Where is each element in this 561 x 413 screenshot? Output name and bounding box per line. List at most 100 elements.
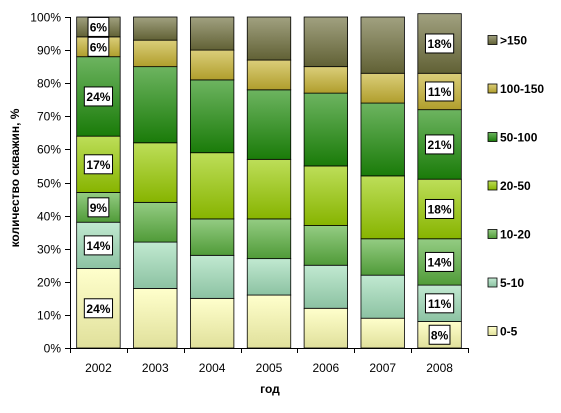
x-tick-label: 2007	[369, 361, 396, 375]
y-tick-label: 70%	[37, 110, 61, 124]
data-label: 24%	[83, 298, 114, 319]
bar-segment	[360, 16, 405, 74]
y-tick-label: 0%	[44, 342, 62, 356]
data-label-text: 11%	[428, 297, 452, 311]
x-tick-label: 2008	[426, 361, 453, 375]
bar-segment	[360, 102, 405, 177]
data-label-box	[83, 86, 114, 107]
data-label-box	[87, 36, 110, 57]
y-tick-label: 10%	[37, 309, 61, 323]
data-label: 14%	[424, 251, 455, 272]
data-label-text: 24%	[86, 90, 110, 104]
data-label-box	[424, 251, 455, 272]
data-label-text: 9%	[90, 201, 108, 215]
bar-segment	[189, 254, 235, 299]
y-axis-title: количество скважин, %	[8, 108, 22, 247]
x-tick-label: 2005	[256, 361, 283, 375]
bar-segment	[189, 49, 235, 81]
data-label: 18%	[424, 198, 455, 219]
bar-segment	[246, 218, 292, 260]
data-label-box	[87, 197, 110, 218]
data-label: 21%	[424, 134, 455, 155]
bar-segment	[246, 294, 292, 349]
data-label-text: 14%	[86, 239, 110, 253]
data-label-box	[424, 134, 455, 155]
bar-segment	[133, 39, 178, 68]
y-tick-label: 50%	[37, 177, 61, 191]
legend-swatch	[487, 326, 498, 336]
y-tick-label: 60%	[37, 143, 61, 157]
bar-segment	[303, 307, 349, 349]
legend-item: >150	[487, 34, 527, 48]
legend-item: 10-20	[487, 228, 531, 242]
bar-segment	[189, 218, 235, 256]
x-tick-label: 2003	[142, 361, 169, 375]
data-label-box	[83, 298, 114, 319]
x-axis-title: год	[260, 382, 280, 396]
data-label: 24%	[83, 86, 114, 107]
data-label-text: 11%	[428, 85, 452, 99]
data-label-text: 17%	[86, 158, 110, 172]
data-label: 11%	[424, 81, 455, 102]
bar-segment	[133, 142, 178, 203]
data-label: 6%	[87, 36, 110, 57]
bar-segment	[246, 158, 292, 220]
data-label: 11%	[424, 293, 455, 314]
y-tick-label: 30%	[37, 243, 61, 257]
data-label: 6%	[87, 16, 110, 37]
x-tick-label: 2004	[199, 361, 226, 375]
data-label: 14%	[83, 235, 114, 256]
data-label-box	[424, 198, 455, 219]
data-label-text: 21%	[428, 138, 452, 152]
legend-item: 5-10	[487, 276, 524, 290]
legend-swatch	[487, 83, 498, 94]
x-tick-label: 2002	[85, 361, 112, 375]
data-label-box	[87, 16, 110, 37]
data-label-text: 6%	[90, 40, 108, 54]
bar-segment	[303, 225, 349, 266]
bar-segment	[189, 79, 235, 154]
bar-segment	[133, 16, 178, 41]
bars	[76, 13, 462, 349]
bar-segment	[303, 264, 349, 309]
bar-segment	[133, 288, 178, 349]
y-axis: 0% 10% 20% 30% 40% 50% 60% 70% 80% 90% 100%	[30, 11, 71, 356]
legend-item: 20-50	[487, 179, 531, 193]
data-label-box	[424, 81, 455, 102]
legend-item: 50-100	[487, 131, 538, 145]
bar-segment	[189, 297, 235, 349]
data-label-box	[83, 235, 114, 256]
bar-segment	[360, 274, 405, 319]
bar-segment	[360, 317, 405, 349]
legend-swatch	[487, 277, 498, 288]
data-label-box	[83, 154, 114, 175]
data-label-box	[424, 33, 455, 54]
y-tick-label: 80%	[37, 77, 61, 91]
bar-segment	[133, 201, 178, 243]
bar-segment	[246, 16, 292, 61]
legend-label: 0-5	[500, 325, 518, 339]
bar-segment	[246, 89, 292, 160]
bar-segment	[303, 165, 349, 226]
legend-item: 0-5	[487, 325, 518, 339]
bar-segment	[303, 92, 349, 167]
legend-label: 5-10	[500, 276, 524, 290]
x-tick-label: 2006	[313, 361, 340, 375]
legend-swatch	[487, 180, 498, 191]
bar-segment	[360, 72, 405, 104]
bar-segment	[303, 66, 349, 94]
bar-segment	[360, 238, 405, 276]
data-label-text: 6%	[90, 20, 108, 34]
bar-segment	[189, 16, 235, 51]
y-tick-label: 100%	[30, 11, 61, 25]
bar-segment	[133, 241, 178, 289]
y-tick-label: 20%	[37, 276, 61, 290]
data-label-text: 18%	[428, 37, 452, 51]
legend-label: 20-50	[500, 179, 531, 193]
data-label-text: 8%	[431, 328, 449, 342]
legend-label: >150	[500, 34, 527, 48]
data-label: 9%	[87, 197, 110, 218]
legend-swatch	[487, 132, 498, 142]
